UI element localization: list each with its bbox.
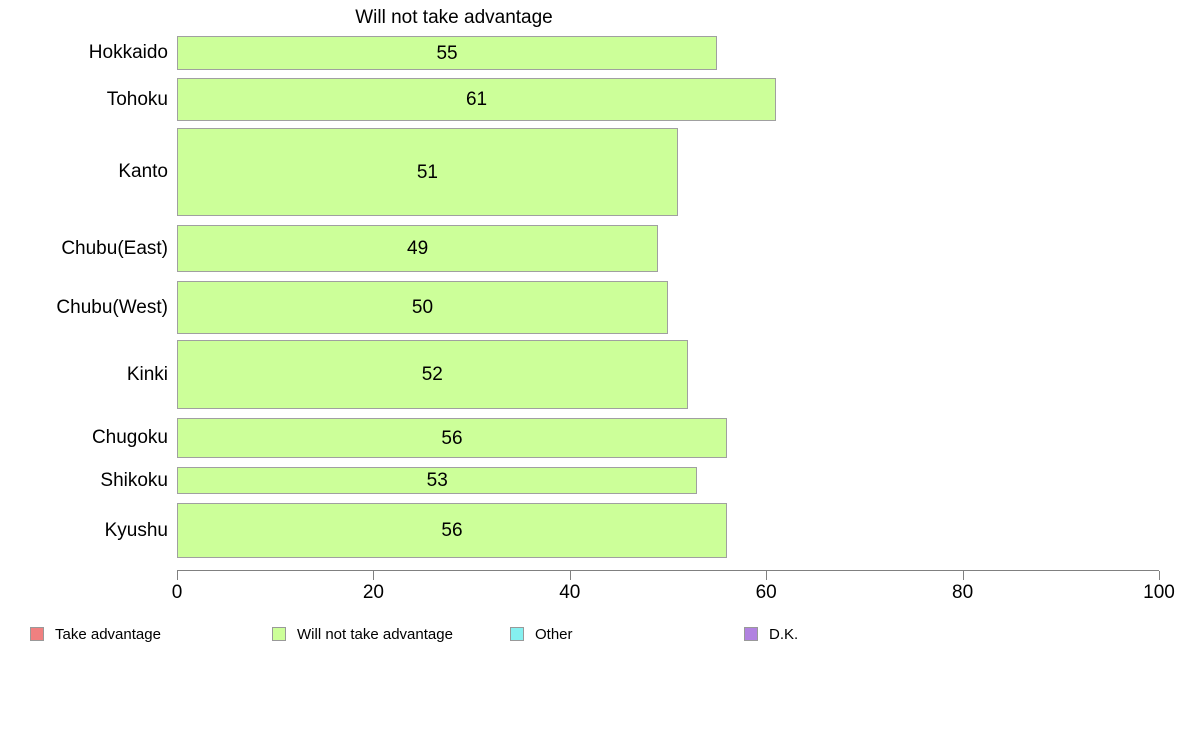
category-label: Kinki bbox=[126, 363, 168, 385]
legend-item: Other bbox=[510, 625, 573, 643]
legend-label: D.K. bbox=[769, 625, 799, 643]
bar: 51 bbox=[177, 128, 678, 216]
x-tick-mark bbox=[766, 571, 768, 580]
x-tick-label: 20 bbox=[362, 582, 384, 603]
legend-item: D.K. bbox=[744, 625, 798, 643]
x-axis-line bbox=[177, 570, 1159, 571]
category-label: Kanto bbox=[118, 161, 168, 182]
x-tick-label: 80 bbox=[952, 582, 974, 603]
bar-value-label: 61 bbox=[465, 89, 488, 110]
category-label: Hokkaido bbox=[88, 42, 168, 63]
category-label: Chubu(West) bbox=[56, 296, 168, 318]
category-label: Shikoku bbox=[100, 469, 168, 491]
bar: 56 bbox=[177, 503, 727, 558]
bar: 52 bbox=[177, 340, 688, 409]
category-label: Tohoku bbox=[106, 88, 168, 110]
bar: 53 bbox=[177, 467, 698, 494]
bar-value-label: 50 bbox=[411, 297, 434, 318]
legend-item: Will not take advantage bbox=[272, 625, 453, 643]
category-label: Chubu(East) bbox=[61, 237, 168, 259]
x-tick-mark bbox=[1159, 571, 1160, 580]
bar-value-label: 49 bbox=[407, 238, 429, 259]
bar: 56 bbox=[177, 418, 727, 458]
x-tick-label: 40 bbox=[559, 582, 581, 603]
legend-item: Take advantage bbox=[30, 625, 161, 643]
bar-value-label: 56 bbox=[441, 427, 463, 449]
bar: 55 bbox=[177, 36, 718, 70]
legend-swatch-icon bbox=[272, 627, 286, 641]
legend-label: Take advantage bbox=[55, 625, 161, 643]
x-tick-label: 0 bbox=[171, 582, 183, 603]
bar: 61 bbox=[177, 78, 777, 121]
legend-swatch-icon bbox=[30, 627, 44, 641]
category-label: Kyushu bbox=[104, 519, 168, 541]
x-tick-label: 100 bbox=[1143, 582, 1175, 603]
x-tick-mark bbox=[569, 571, 571, 580]
chart-title: Will not take advantage bbox=[355, 7, 553, 28]
x-tick-mark bbox=[177, 571, 178, 580]
bar-value-label: 55 bbox=[436, 42, 458, 64]
bar-value-label: 52 bbox=[421, 364, 443, 385]
bar-value-label: 51 bbox=[416, 161, 438, 183]
legend-swatch-icon bbox=[744, 627, 758, 641]
legend-swatch-icon bbox=[510, 627, 524, 641]
bar-value-label: 56 bbox=[441, 520, 463, 541]
bar: 50 bbox=[177, 281, 668, 334]
x-tick-label: 60 bbox=[755, 582, 777, 603]
x-tick-mark bbox=[962, 571, 964, 580]
legend-label: Other bbox=[535, 625, 573, 643]
x-tick-mark bbox=[373, 571, 375, 580]
category-label: Chugoku bbox=[91, 427, 168, 448]
legend-label: Will not take advantage bbox=[297, 625, 453, 643]
bar: 49 bbox=[177, 225, 659, 272]
bar-value-label: 53 bbox=[426, 470, 448, 491]
